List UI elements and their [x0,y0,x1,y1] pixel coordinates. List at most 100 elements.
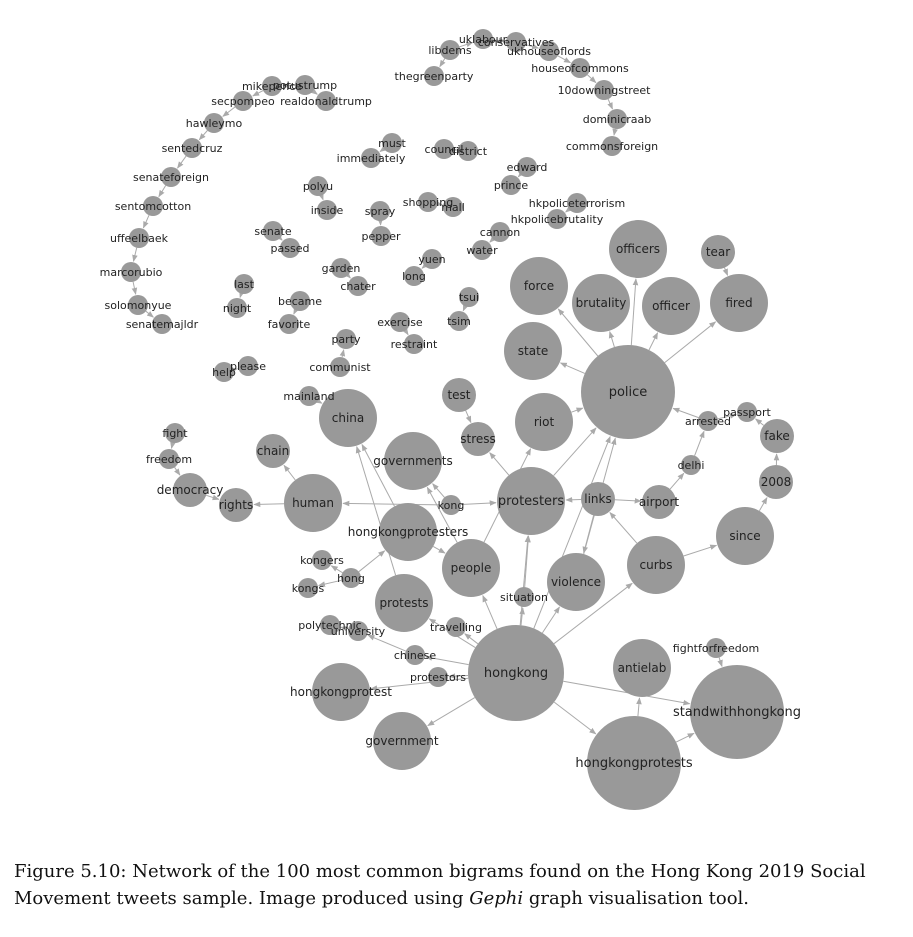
node-communist [330,357,350,377]
node-label-thegreenparty: thegreenparty [395,70,474,83]
edge-marcorubio-solomonyue [131,281,138,295]
node-dominicraab [607,109,627,129]
node-label-state: state [518,344,548,358]
node-label-long: long [402,270,426,283]
node-people [442,539,500,597]
node-label-chinese: chinese [394,649,437,662]
edge-test-stress [465,410,472,424]
node-label-last: last [234,278,255,291]
node-hongkongprotest [312,663,370,721]
edge-since-2008 [758,496,768,512]
edge-people-governments [426,486,458,543]
node-fight [165,423,185,443]
edge-hongkongprotests-standwithhongkong [675,732,695,743]
edge-fake-passport [755,418,765,426]
node-label-became: became [278,295,322,308]
node-china [319,389,377,447]
node-uffeelbaek [129,228,149,248]
node-label-stress: stress [460,432,496,446]
edge-kong-protesters [460,500,497,506]
node-sentedcruz [182,138,202,158]
edge-garden-chater [344,271,351,279]
node-label-garden: garden [322,262,361,275]
node-label-protesters: protesters [498,494,565,509]
edge-police-officers [630,278,639,346]
node-label-hawleymo: hawleymo [186,117,243,130]
edge-kong-governments [432,483,445,498]
node-label-protests: protests [380,596,429,610]
node-police [581,345,675,439]
edge-yuen-long [421,262,429,269]
node-commonsforeign [602,136,622,156]
node-label-district: district [449,145,488,158]
edge-edward-prince [517,170,525,178]
nodes [121,29,794,810]
node-passport [737,402,757,422]
node-label-help: help [212,366,236,379]
node-label-since: since [729,529,760,543]
node-label-riot: riot [534,415,555,429]
node-label-human: human [292,496,334,510]
node-label-houseofcommons: houseofcommons [531,62,629,75]
node-delhi [681,455,701,475]
node-label-fired: fired [725,296,752,310]
node-pepper [371,226,391,246]
node-label-tsim: tsim [447,315,471,328]
edge-dominicraab-commonsforeign [612,128,618,136]
edge-mainland-china [315,397,323,404]
node-label-fight: fight [162,427,188,440]
node-2008 [759,465,793,499]
node-solomonyue [128,295,148,315]
node-fightforfreedom [706,638,726,658]
node-label-sentedcruz: sentedcruz [162,142,223,155]
edge-hongkong-government [427,697,476,727]
node-chater [348,276,368,296]
node-prince [501,175,521,195]
node-label-senateforeign: senateforeign [133,171,209,184]
edge-sentomcotton-uffeelbaek [142,214,150,229]
node-restraint [404,334,424,354]
node-label-10downingstreet: 10downingstreet [558,84,652,97]
node-help [214,362,234,382]
node-protestors [428,667,448,687]
node-label-libdems: libdems [428,44,472,57]
node-10downingstreet [594,80,614,100]
edge-shopping-mall [435,200,443,207]
edge-hongkong-hongkongprotests [553,701,597,735]
node-uklabour [473,29,493,49]
node-stress [461,422,495,456]
node-antielab [613,639,671,697]
node-label-mainland: mainland [283,390,334,403]
node-label-water: water [466,244,498,257]
node-potustrump [295,75,315,95]
edge-help-please [230,367,238,373]
node-since [716,507,774,565]
node-label-delhi: delhi [678,459,705,472]
node-university [348,621,368,641]
node-brutality [572,274,630,332]
node-label-university: university [331,625,386,638]
node-label-situation: situation [500,591,548,604]
node-label-senate: senate [254,225,292,238]
node-shopping [418,192,438,212]
edge-hongkongprotesters-people [432,545,446,554]
node-senatemajldr [152,314,172,334]
node-label-polyu: polyu [303,180,333,193]
edge-cannon-water [489,235,497,243]
edge-hong-kongs [318,579,342,587]
node-senate [263,221,283,241]
node-inside [317,200,337,220]
caption-suffix: graph visualisation tool. [523,888,750,909]
node-immediately [361,148,381,168]
edge-police-state [559,362,585,374]
node-label-hkpolicebrutality: hkpolicebrutality [511,213,604,226]
node-label-force: force [524,279,554,293]
edge-conservatives-ukhouseoflords [525,43,540,50]
node-sentomcotton [143,196,163,216]
node-label-arrested: arrested [685,415,731,428]
node-hkpoliceterrorism [567,193,587,213]
node-label-protestors: protestors [410,671,466,684]
edge-situation-protesters [524,535,531,588]
node-marcorubio [121,262,141,282]
